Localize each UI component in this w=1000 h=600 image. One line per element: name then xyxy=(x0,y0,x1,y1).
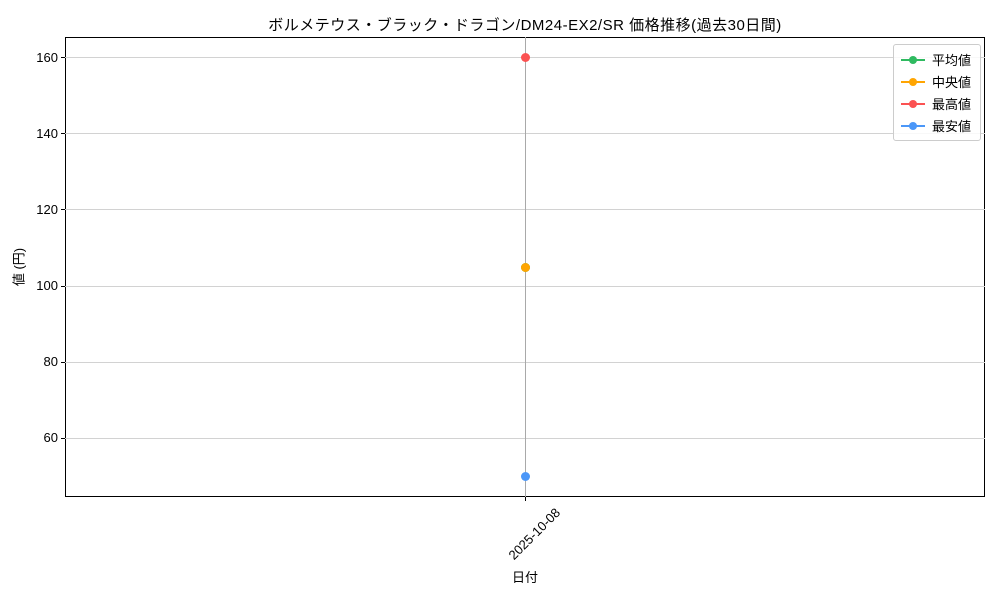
x-tick-label: 2025-10-08 xyxy=(504,505,563,563)
legend-marker-icon xyxy=(900,55,925,65)
y-tick-label: 60 xyxy=(43,430,58,446)
legend-label: 最高値 xyxy=(931,97,971,112)
chart-title: ボルメテウス・ブラック・ドラゴン/DM24-EX2/SR 価格推移(過去30日間… xyxy=(268,17,782,34)
data-point-中央値 xyxy=(520,262,530,272)
legend-marker-icon xyxy=(900,77,925,87)
legend-marker-icon xyxy=(900,99,925,109)
legend-item-平均値: 平均値 xyxy=(900,51,971,68)
data-point-最高値 xyxy=(520,53,530,63)
legend: 平均値中央値最高値最安値 xyxy=(892,44,981,141)
y-tick-mark xyxy=(61,133,65,135)
y-tick-mark xyxy=(61,437,65,439)
y-tick-mark xyxy=(61,285,65,287)
data-point-最安値 xyxy=(520,471,530,481)
y-tick-label: 100 xyxy=(36,278,58,293)
legend-label: 中央値 xyxy=(931,75,971,90)
legend-item-最高値: 最高値 xyxy=(900,95,971,112)
y-tick-mark xyxy=(61,209,65,211)
y-tick-mark xyxy=(61,57,65,59)
y-tick-label: 120 xyxy=(36,201,58,217)
y-tick-label: 160 xyxy=(36,49,58,65)
legend-marker-icon xyxy=(900,121,925,131)
legend-label: 最安値 xyxy=(931,119,971,134)
y-tick-label: 140 xyxy=(36,125,58,141)
legend-label: 平均値 xyxy=(931,53,971,68)
y-tick-mark xyxy=(61,361,65,363)
y-tick-label: 80 xyxy=(43,354,58,370)
legend-item-最安値: 最安値 xyxy=(900,117,971,134)
legend-item-中央値: 中央値 xyxy=(900,73,971,90)
x-tick-mark xyxy=(524,497,526,501)
x-axis-label: 日付 xyxy=(511,570,538,585)
